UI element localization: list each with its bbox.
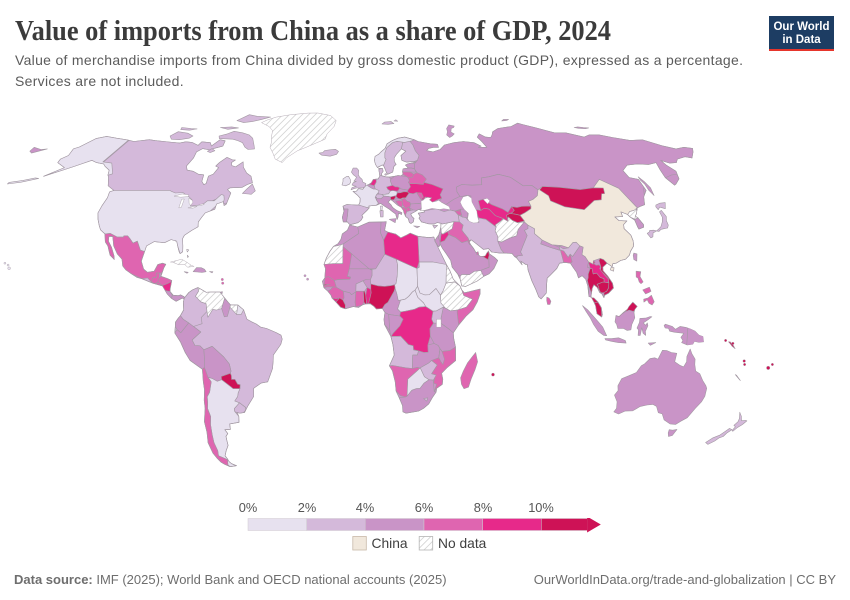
svg-text:China: China [372,536,408,551]
svg-text:No data: No data [438,536,487,551]
